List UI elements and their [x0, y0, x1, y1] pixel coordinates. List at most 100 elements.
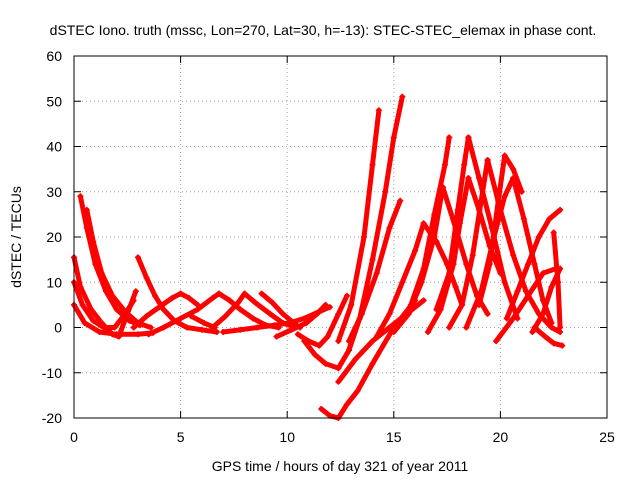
data-point-marker: [160, 306, 167, 313]
data-series: [550, 229, 564, 331]
data-point-marker: [476, 175, 483, 182]
data-point-marker: [113, 331, 120, 338]
data-point-marker: [186, 295, 193, 302]
y-tick-label: 60: [46, 48, 62, 64]
data-point-marker: [540, 310, 547, 317]
data-point-marker: [510, 315, 517, 322]
data-point-marker: [326, 304, 333, 311]
data-point-marker: [145, 331, 152, 338]
data-point-marker: [431, 211, 438, 218]
data-point-marker: [132, 288, 139, 295]
data-point-marker: [322, 360, 329, 367]
data-point-marker: [346, 347, 353, 354]
data-point-marker: [557, 206, 564, 213]
data-series: [294, 292, 350, 349]
data-point-marker: [463, 324, 470, 331]
data-point-marker: [452, 283, 459, 290]
data-point-marker: [343, 401, 350, 408]
data-point-marker: [390, 329, 397, 336]
data-point-marker: [510, 166, 517, 173]
y-axis-label: dSTEC / TECUs: [8, 186, 24, 288]
data-point-marker: [160, 324, 167, 331]
data-point-marker: [269, 299, 276, 306]
data-point-marker: [461, 161, 468, 168]
data-point-marker: [271, 322, 278, 329]
data-point-marker: [522, 288, 529, 295]
data-point-marker: [318, 405, 325, 412]
data-point-marker: [77, 193, 84, 200]
series-line: [295, 293, 350, 349]
data-point-marker: [147, 324, 154, 331]
x-axis-label: GPS time / hours of day 321 of year 2011: [212, 458, 469, 474]
x-tick-label: 15: [386, 429, 402, 445]
data-point-marker: [540, 270, 547, 277]
data-point-marker: [177, 315, 184, 322]
data-point-marker: [314, 310, 321, 317]
data-series: [130, 290, 184, 331]
data-series: [346, 197, 404, 345]
data-point-marker: [399, 279, 406, 286]
x-tick-label: 5: [177, 429, 185, 445]
data-point-marker: [369, 161, 376, 168]
data-series: [407, 134, 453, 308]
data-point-marker: [529, 329, 536, 336]
data-point-marker: [465, 134, 472, 141]
data-series: [318, 297, 419, 421]
data-point-marker: [143, 313, 150, 320]
x-tick-label: 0: [70, 429, 78, 445]
data-point-marker: [352, 356, 359, 363]
data-point-marker: [111, 324, 118, 331]
data-point-marker: [454, 206, 461, 213]
x-tick-label: 10: [279, 429, 295, 445]
y-tick-label: 10: [46, 274, 62, 290]
data-point-marker: [90, 238, 97, 245]
data-point-marker: [252, 299, 259, 306]
data-point-marker: [484, 310, 491, 317]
data-point-marker: [286, 319, 293, 326]
data-point-marker: [433, 238, 440, 245]
data-point-marker: [335, 338, 342, 345]
data-point-marker: [237, 306, 244, 313]
data-series: [465, 134, 521, 322]
data-point-marker: [373, 333, 380, 340]
data-point-marker: [220, 329, 227, 336]
data-series: [463, 175, 517, 331]
data-point-marker: [518, 188, 525, 195]
data-point-marker: [188, 313, 195, 320]
data-point-marker: [420, 220, 427, 227]
data-point-marker: [90, 317, 97, 324]
data-point-marker: [501, 152, 508, 159]
data-point-marker: [503, 315, 510, 322]
data-point-marker: [373, 270, 380, 277]
data-point-marker: [98, 270, 105, 277]
data-point-marker: [215, 290, 222, 297]
data-point-marker: [446, 134, 453, 141]
y-tick-label: -20: [42, 410, 62, 426]
data-point-marker: [152, 292, 159, 299]
data-point-marker: [399, 93, 406, 100]
data-point-marker: [279, 310, 286, 317]
data-point-marker: [546, 215, 553, 222]
data-point-marker: [390, 134, 397, 141]
data-point-marker: [143, 274, 150, 281]
data-series: [446, 157, 491, 331]
data-point-marker: [301, 338, 308, 345]
data-point-marker: [303, 319, 310, 326]
data-point-marker: [335, 378, 342, 385]
plot-frame: [73, 55, 608, 419]
data-point-marker: [324, 333, 331, 340]
data-point-marker: [520, 215, 527, 222]
data-point-marker: [267, 310, 274, 317]
data-point-marker: [209, 295, 216, 302]
data-point-marker: [531, 261, 538, 268]
data-point-marker: [525, 261, 532, 268]
data-point-marker: [235, 299, 242, 306]
data-point-marker: [96, 329, 103, 336]
data-point-marker: [548, 283, 555, 290]
data-point-marker: [369, 360, 376, 367]
data-point-marker: [501, 279, 508, 286]
data-point-marker: [322, 301, 329, 308]
data-points: [71, 93, 566, 421]
data-point-marker: [531, 324, 538, 331]
